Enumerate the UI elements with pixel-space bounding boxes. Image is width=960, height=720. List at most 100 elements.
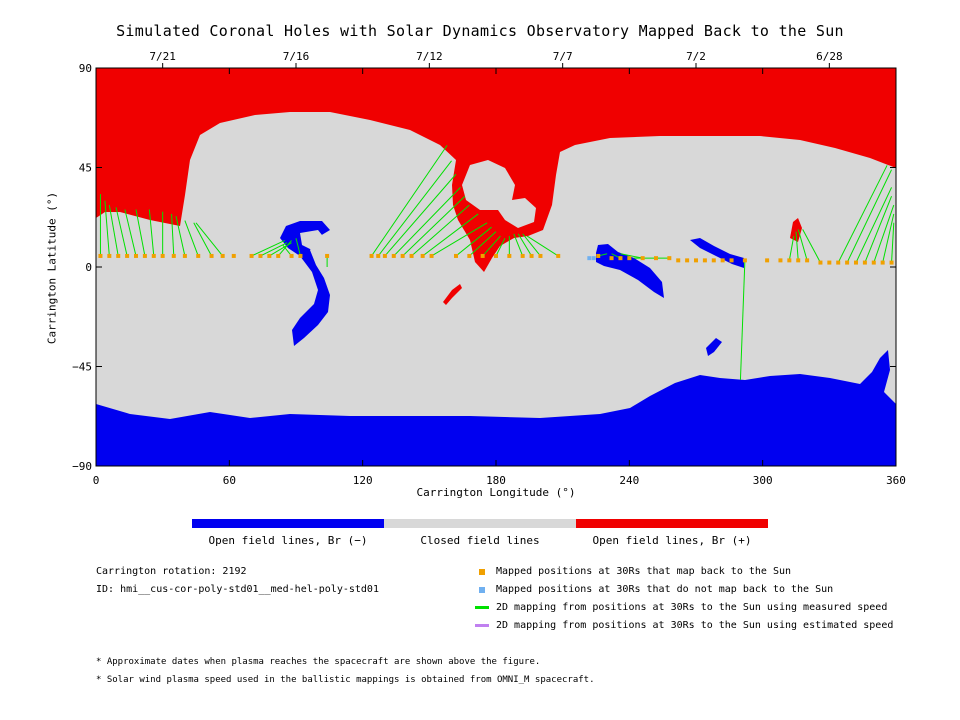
mapped-position-point: [382, 253, 387, 258]
mapped-position-point: [711, 258, 716, 263]
measured-speed-mapping-line: [124, 209, 137, 257]
measured-speed-mapping-line: [864, 196, 893, 263]
mapped-position-point: [494, 253, 498, 258]
measured-speed-mapping-line: [422, 213, 479, 257]
measured-speed-mapping-line: [517, 233, 532, 257]
mapped-position-point: [116, 253, 121, 258]
mapped-position-point: [298, 253, 303, 258]
mapped-position-point: [836, 260, 841, 265]
mapped-position-point: [778, 258, 783, 263]
measured-speed-mapping-line: [482, 235, 501, 257]
mapped-position-point: [220, 253, 225, 258]
measured-speed-mapping-line: [526, 235, 559, 257]
date-tick-label: 7/7: [553, 50, 573, 63]
measured-speed-mapping-line: [846, 169, 893, 263]
measured-speed-mapping-line: [873, 204, 895, 263]
measured-speed-mapping-line: [495, 238, 506, 257]
legend-line-estimated: [475, 624, 489, 627]
measured-speed-mapping-line: [468, 231, 497, 257]
mapped-position-point: [107, 253, 112, 258]
unmapped-position-point: [591, 256, 596, 261]
mapped-position-point: [676, 258, 681, 263]
x-tick-label: 60: [223, 474, 236, 487]
mapped-position-point: [98, 253, 103, 258]
positive-strip-lon160: [443, 284, 462, 305]
mapped-position-point: [467, 253, 472, 258]
y-tick-label: −45: [72, 361, 92, 374]
note-dates: * Approximate dates when plasma reaches …: [96, 657, 541, 667]
colorbar-label-closed: Closed field lines: [420, 534, 540, 547]
measured-speed-mapping-line: [795, 231, 799, 261]
measured-speed-mapping-line: [104, 200, 110, 256]
measured-speed-mapping-line: [371, 145, 448, 257]
measured-speed-mapping-line: [135, 209, 146, 257]
measured-speed-mapping-line: [193, 222, 212, 257]
measured-speed-mapping-line: [195, 222, 224, 257]
mapped-position-point: [400, 253, 405, 258]
mapped-position-point: [507, 253, 512, 258]
chart-title: Simulated Coronal Holes with Solar Dynam…: [116, 22, 844, 40]
negative-hole-interior: [300, 230, 326, 256]
mapped-position-point: [862, 260, 867, 265]
mapped-position-point: [827, 260, 832, 265]
mapped-position-point: [520, 253, 525, 258]
measured-speed-mapping-line: [393, 187, 461, 257]
negative-coronal-hole-lon90: [280, 221, 330, 346]
mapped-position-point: [249, 253, 254, 258]
mapped-position-point: [429, 253, 434, 258]
negative-strip-lon280: [706, 338, 722, 356]
mapped-position-point: [196, 253, 201, 258]
measured-speed-mapping-line: [455, 226, 492, 257]
mapped-position-point: [409, 253, 414, 258]
mapped-position-point: [125, 253, 130, 258]
colorbar-closed: [384, 519, 576, 528]
legend-label-mapped: Mapped positions at 30Rs that map back t…: [496, 566, 792, 577]
mapped-position-point: [871, 260, 876, 265]
mapped-position-point: [231, 253, 236, 258]
positive-patch-lon315: [790, 218, 802, 242]
x-tick-label: 240: [619, 474, 639, 487]
mapped-position-point: [889, 260, 894, 265]
measured-speed-mapping-line: [184, 220, 199, 257]
mapped-position-point: [694, 258, 698, 263]
x-tick-label: 0: [93, 474, 100, 487]
axis-ticks: 0 60 120 180 240 300 360 90 45 0 −45 −90 7/21 7/16 7/1…: [72, 50, 906, 487]
mapped-position-point: [556, 253, 561, 258]
measured-speed-mapping-line: [788, 235, 795, 261]
mapped-position-point: [805, 258, 810, 263]
measured-speed-mapping-line: [171, 213, 175, 256]
carrington-rotation: Carrington rotation: 2192: [96, 566, 247, 577]
y-tick-label: 0: [85, 261, 92, 274]
mapped-position-point: [796, 258, 801, 263]
mapped-position-point: [787, 258, 792, 263]
measured-speed-mapping-line: [891, 222, 895, 263]
measured-speed-mapping-line: [402, 195, 466, 257]
measured-speed-mapping-line: [739, 260, 746, 380]
measured-speed-mapping-line: [377, 160, 452, 257]
x-tick-label: 180: [486, 474, 506, 487]
model-id: ID: hmi__cus-cor-poly-std01__med-hel-pol…: [96, 584, 379, 595]
mapped-position-point: [667, 256, 672, 261]
mapped-position-point: [134, 253, 138, 258]
legend-line-measured: [475, 606, 489, 609]
mapped-position-point: [258, 253, 263, 258]
mapped-position-point: [376, 253, 381, 258]
south-negative-polarity: [96, 350, 896, 466]
colorbar-open-negative: [192, 519, 384, 528]
measured-speed-mapping-line: [115, 207, 128, 257]
mapped-position-point: [391, 253, 396, 258]
mapped-position-point: [702, 258, 707, 263]
measured-speed-mapping-line: [175, 216, 186, 257]
mapped-position-point: [325, 253, 330, 258]
mapped-position-point: [171, 253, 176, 258]
colorbar-open-positive: [576, 519, 768, 528]
mapped-position-point: [480, 253, 485, 258]
polarity-regions: [96, 68, 896, 466]
measured-speed-mapping-line: [522, 233, 541, 257]
mapped-position-point: [654, 256, 658, 261]
mapped-position-point: [618, 256, 623, 261]
mapping-lines: [99, 145, 895, 380]
measured-speed-mapping-line: [384, 173, 457, 257]
x-tick-label: 360: [886, 474, 906, 487]
mapped-position-point: [818, 260, 823, 265]
